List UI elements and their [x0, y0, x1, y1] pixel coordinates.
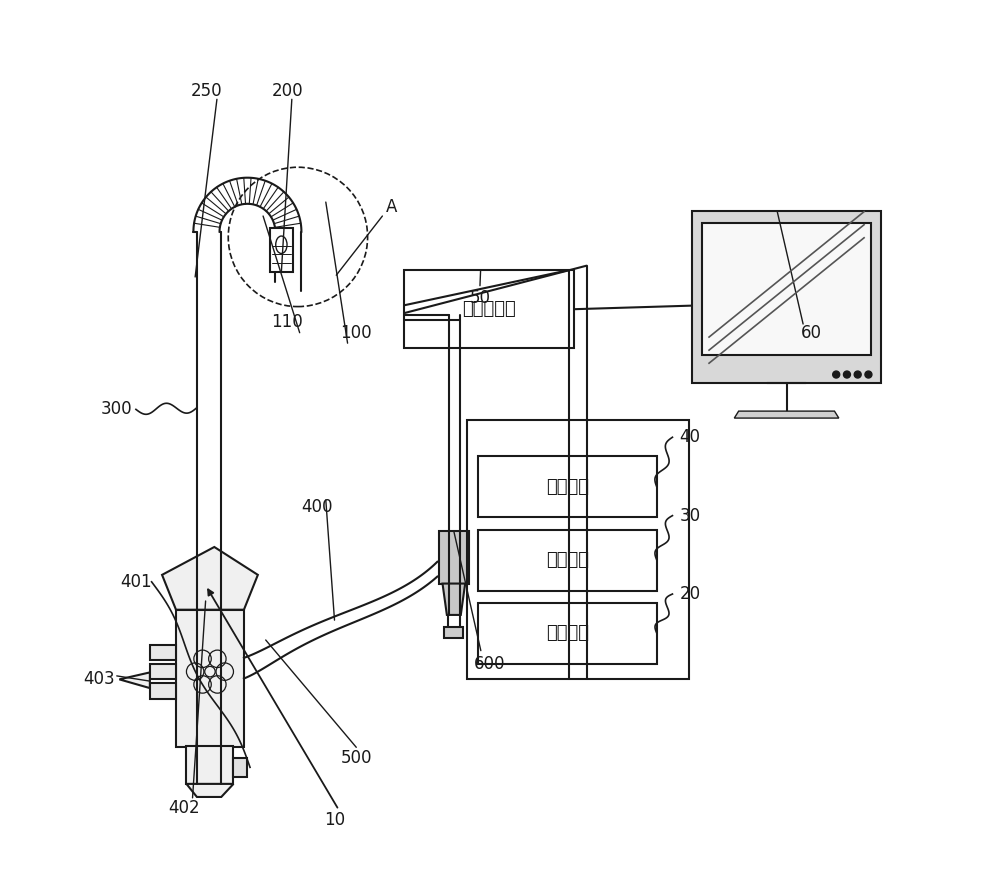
Text: 100: 100: [340, 324, 372, 341]
Text: 600: 600: [474, 655, 505, 672]
Text: 30: 30: [679, 507, 700, 524]
Polygon shape: [734, 411, 839, 418]
Bar: [478, 530, 657, 591]
Bar: [150, 645, 176, 660]
Text: 供水装置: 供水装置: [546, 478, 589, 496]
Bar: [439, 531, 469, 584]
Bar: [404, 270, 574, 348]
Text: 10: 10: [324, 812, 345, 829]
Text: 300: 300: [101, 401, 133, 418]
Bar: [150, 664, 176, 679]
Circle shape: [854, 371, 861, 378]
Circle shape: [833, 371, 840, 378]
Bar: [444, 627, 463, 638]
Text: 110: 110: [271, 314, 302, 331]
Bar: [233, 758, 247, 777]
Text: 400: 400: [301, 498, 333, 516]
Polygon shape: [162, 547, 258, 610]
Polygon shape: [443, 584, 465, 615]
Circle shape: [843, 371, 850, 378]
Text: 402: 402: [168, 800, 200, 817]
Text: 视频处理器: 视频处理器: [462, 300, 516, 318]
Bar: [186, 746, 233, 784]
Text: 60: 60: [801, 324, 822, 341]
Bar: [692, 211, 881, 383]
Text: 401: 401: [120, 573, 152, 591]
Bar: [478, 456, 657, 517]
Text: A: A: [385, 199, 397, 216]
Text: 403: 403: [84, 671, 115, 688]
Bar: [150, 683, 176, 699]
Polygon shape: [186, 784, 233, 797]
Text: 20: 20: [679, 585, 700, 603]
Circle shape: [865, 371, 872, 378]
Text: 40: 40: [679, 429, 700, 446]
Bar: [467, 420, 689, 679]
Bar: [270, 228, 293, 272]
Text: 250: 250: [191, 82, 222, 99]
Text: 200: 200: [272, 82, 303, 99]
Bar: [702, 223, 871, 355]
Bar: [478, 603, 657, 664]
Bar: [176, 610, 244, 747]
Text: 500: 500: [341, 749, 372, 766]
Text: 供气装置: 供气装置: [546, 551, 589, 569]
Text: 光源装置: 光源装置: [546, 625, 589, 642]
Polygon shape: [119, 672, 150, 688]
Text: 50: 50: [469, 289, 490, 307]
